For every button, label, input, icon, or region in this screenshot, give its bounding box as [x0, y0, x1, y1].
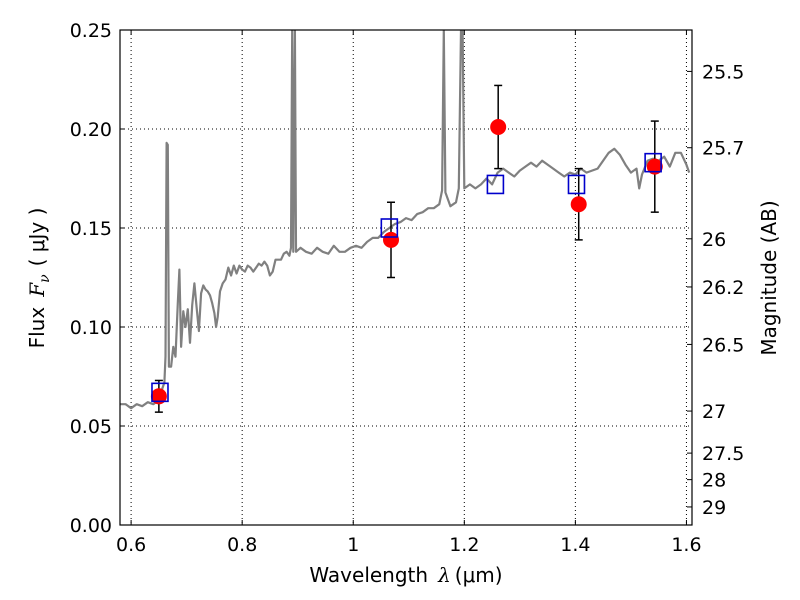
y-tick-label: 0.25 — [70, 20, 112, 42]
axes-frame — [119, 29, 693, 526]
x-tick-label: 0.8 — [227, 534, 257, 556]
y-tick-label: 0.10 — [70, 317, 112, 339]
x-tick-label: 1.4 — [560, 534, 590, 556]
y2-tick-label: 26.5 — [702, 334, 744, 356]
y2-tick-label: 27 — [702, 401, 726, 423]
plot-area — [120, 30, 691, 413]
y2-tick-label: 29 — [702, 497, 726, 519]
grid — [120, 29, 692, 526]
observed-point — [570, 196, 587, 213]
y2-tick-label: 25.5 — [702, 61, 744, 83]
x-tick-label: 1.2 — [449, 534, 479, 556]
spectrum-line — [120, 30, 691, 410]
model-point — [380, 218, 399, 238]
observed-point — [646, 158, 663, 175]
model-point — [644, 152, 662, 173]
ticks: 0.6 0.8 1 1.2 1.4 1.6 0.00 0.05 0.10 0.15 0.20 0.25… — [70, 20, 745, 556]
y-tick-label: 0.20 — [70, 119, 112, 141]
model-point — [486, 174, 505, 195]
model-point — [567, 174, 586, 195]
y-tick-label: 0.15 — [70, 218, 112, 240]
y-tick-label: 0.00 — [70, 515, 112, 537]
x-tick-label: 1.6 — [671, 534, 701, 556]
y-axis-label: FluxFν( μJy ) — [25, 208, 53, 349]
x-axis-label: Wavelength λ (μm) — [309, 563, 502, 587]
y2-tick-label: 27.5 — [702, 443, 744, 465]
y2-axis-label: Magnitude (AB) — [757, 200, 781, 355]
observed-point — [383, 231, 400, 248]
y2-tick-label: 28 — [702, 470, 726, 492]
y2-tick-label: 25.7 — [702, 138, 744, 160]
observed-point — [490, 119, 507, 136]
model-point — [151, 382, 169, 403]
x-tick-label: 1 — [347, 534, 359, 556]
y2-tick-label: 26.2 — [702, 277, 744, 299]
x-tick-label: 0.6 — [116, 534, 146, 556]
y2-tick-label: 26 — [702, 229, 726, 251]
y-tick-label: 0.05 — [70, 416, 112, 438]
observed-point — [150, 388, 167, 405]
